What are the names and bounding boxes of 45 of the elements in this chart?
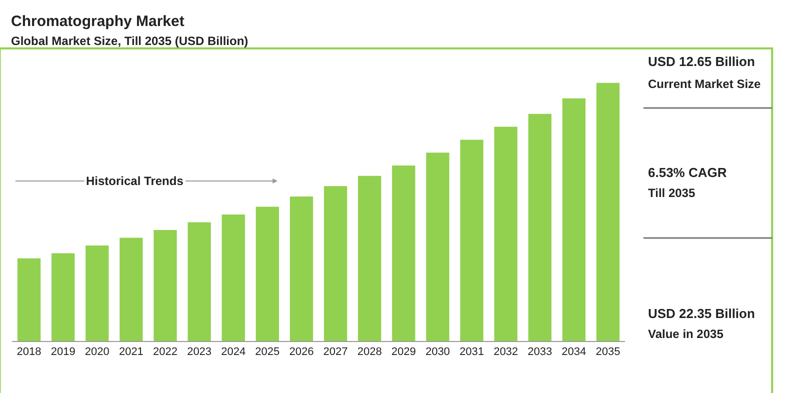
x-tick-label: 2022 [153, 346, 178, 358]
bar [358, 176, 382, 341]
x-tick-label: 2026 [289, 346, 314, 358]
bar [290, 196, 314, 341]
x-tick-label: 2031 [460, 346, 484, 358]
text: 6.53% CAGR [648, 165, 728, 180]
chart-title: Chromatography Market [11, 13, 184, 30]
bar [324, 186, 348, 341]
text: USD 12.65 Billion [648, 54, 755, 69]
x-tick-label: 2032 [494, 346, 518, 358]
bar [392, 166, 416, 341]
bar [86, 246, 109, 341]
bar [494, 126, 518, 341]
x-tick-label: 2018 [16, 346, 42, 358]
text: Current Market Size [648, 77, 762, 91]
annotation: Historical Trends [86, 174, 184, 188]
bar [188, 222, 211, 341]
text: Value in 2035 [648, 327, 724, 341]
x-tick-label: 2019 [50, 346, 76, 358]
chart-subtitle: Global Market Size, Till 2035 (USD Billion) [11, 34, 248, 48]
bar [222, 214, 245, 341]
x-tick-label: 2028 [357, 346, 382, 358]
x-tick-label: 2025 [255, 346, 280, 358]
x-tick-label: 2029 [391, 346, 416, 358]
text: Till 2035 [648, 186, 696, 200]
x-tick-label: 2035 [596, 346, 620, 358]
bar [460, 140, 484, 341]
bar [426, 152, 450, 341]
x-tick-label: 2023 [187, 346, 212, 358]
bar [120, 238, 143, 341]
x-tick-label: 2034 [562, 346, 586, 358]
x-tick-label: 2021 [118, 346, 144, 358]
bar [562, 98, 586, 341]
bar [256, 206, 279, 341]
x-tick-label: 2020 [84, 346, 110, 358]
x-tick-label: 2033 [528, 346, 552, 358]
x-tick-label: 2024 [221, 346, 246, 358]
bar [154, 230, 177, 341]
x-tick-label: 2027 [323, 346, 348, 358]
text: USD 22.35 Billion [648, 306, 755, 321]
bar [528, 114, 552, 341]
bar [52, 253, 75, 341]
x-tick-label: 2030 [425, 346, 450, 358]
bar [596, 82, 620, 341]
bar [17, 258, 41, 341]
